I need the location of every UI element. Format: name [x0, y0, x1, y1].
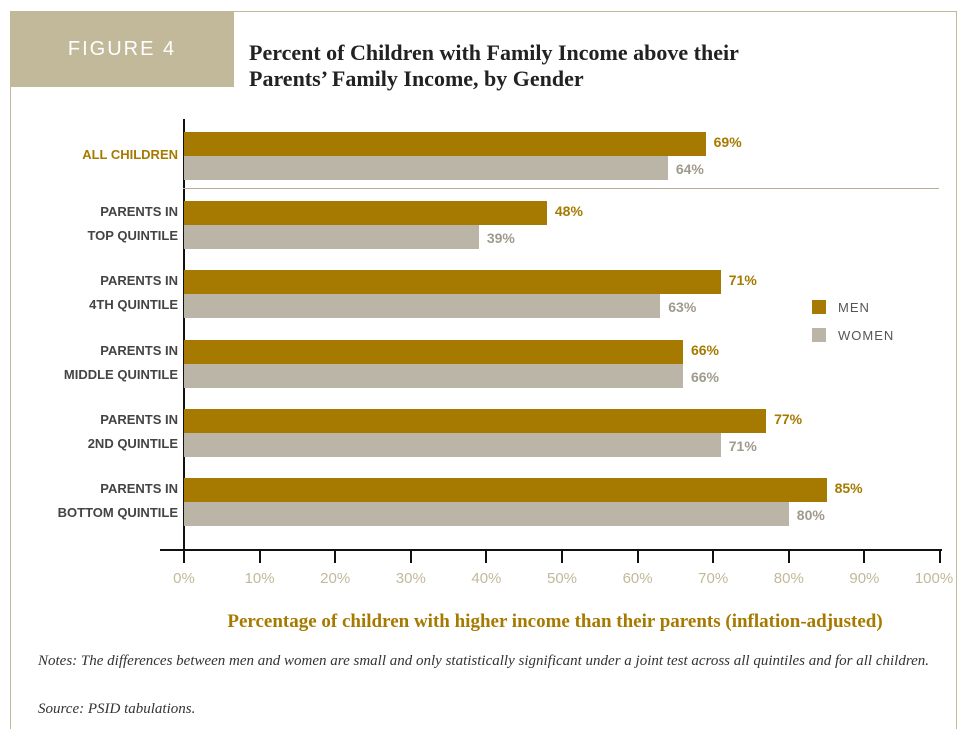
chart-title: Percent of Children with Family Income a… — [249, 40, 949, 92]
category-label-5: PARENTS IN BOTTOM QUINTILE — [0, 478, 178, 524]
value-label-men-3: 66% — [690, 342, 719, 358]
y-axis-line — [183, 119, 185, 549]
value-label-men-5: 85% — [834, 480, 863, 496]
x-tick-label-9: 90% — [849, 570, 880, 587]
category-label-1: PARENTS IN TOP QUINTILE — [0, 201, 178, 247]
value-label-men-4: 77% — [774, 411, 803, 427]
category-label-3-line-1: MIDDLE QUINTILE — [63, 367, 178, 382]
x-tick-10 — [939, 549, 941, 563]
x-tick-label-1: 10% — [244, 570, 275, 587]
x-tick-9 — [863, 549, 866, 563]
bar-men-5 — [184, 478, 827, 502]
legend-swatch-men — [812, 300, 826, 314]
bar-men-3 — [184, 340, 683, 364]
x-tick-label-7: 70% — [698, 570, 729, 587]
bar-men-2 — [184, 270, 721, 294]
x-tick-label-5: 50% — [546, 570, 578, 587]
value-label-women-5: 80% — [796, 507, 825, 523]
x-tick-label-8: 80% — [773, 570, 804, 587]
legend-swatch-women — [812, 328, 826, 342]
x-tick-label-4: 40% — [471, 570, 502, 587]
category-label-1-line-0: PARENTS IN — [100, 204, 178, 219]
x-tick-8 — [787, 549, 790, 563]
bar-women-3 — [184, 364, 683, 388]
x-tick-label-2: 20% — [320, 570, 351, 587]
bar-men-4 — [184, 409, 767, 433]
bar-women-5 — [184, 502, 789, 526]
value-label-women-2: 63% — [668, 299, 697, 315]
category-label-5-line-1: BOTTOM QUINTILE — [57, 505, 178, 520]
category-label-1-line-1: TOP QUINTILE — [87, 228, 178, 243]
x-tick-label-10: 100% — [914, 570, 954, 587]
bar-men-0 — [184, 132, 706, 156]
source-text: Source: PSID tabulations. — [38, 701, 196, 717]
x-tick-4 — [485, 549, 488, 563]
value-label-men-1: 48% — [554, 203, 583, 219]
category-label-2-line-0: PARENTS IN — [100, 273, 178, 288]
x-tick-5 — [561, 549, 563, 563]
category-label-2: PARENTS IN 4TH QUINTILE — [0, 270, 178, 316]
bar-women-4 — [184, 433, 721, 457]
category-label-4-line-0: PARENTS IN — [100, 412, 178, 427]
x-tick-label-0: 0% — [173, 570, 195, 587]
x-tick-6 — [636, 549, 639, 563]
bar-women-2 — [184, 294, 661, 318]
x-tick-0 — [183, 549, 185, 563]
figure-frame — [10, 11, 957, 729]
bar-women-0 — [184, 156, 668, 180]
notes-text: Notes: The differences between men and w… — [38, 653, 930, 669]
category-label-3-line-0: PARENTS IN — [100, 343, 178, 358]
x-tick-1 — [258, 549, 261, 563]
all-children-separator — [183, 188, 939, 189]
x-axis-line — [160, 549, 942, 551]
x-axis-title: Percentage of children with higher incom… — [227, 611, 883, 632]
x-tick-3 — [409, 549, 412, 563]
category-label-5-line-0: PARENTS IN — [100, 481, 178, 496]
value-label-women-0: 64% — [675, 161, 704, 177]
legend-label-men: MEN — [838, 300, 870, 315]
bar-women-1 — [184, 225, 479, 249]
figure-label: FIGURE 4 — [10, 11, 234, 87]
category-label-2-line-1: 4TH QUINTILE — [89, 297, 178, 312]
value-label-women-3: 66% — [690, 369, 719, 385]
x-tick-label-3: 30% — [395, 570, 426, 587]
category-label-3: PARENTS IN MIDDLE QUINTILE — [0, 340, 178, 386]
value-label-men-2: 71% — [728, 272, 757, 288]
chart-title-line-2: Parents’ Family Income, by Gender — [249, 66, 584, 91]
bar-men-1 — [184, 201, 547, 225]
category-label-4: PARENTS IN 2ND QUINTILE — [0, 409, 178, 455]
x-tick-7 — [712, 549, 715, 563]
value-label-men-0: 69% — [713, 134, 742, 150]
value-label-women-4: 71% — [728, 438, 757, 454]
category-label-0-line-0: ALL CHILDREN — [82, 147, 178, 162]
value-label-women-1: 39% — [486, 230, 515, 246]
category-label-4-line-1: 2ND QUINTILE — [87, 436, 178, 451]
chart-title-line-1: Percent of Children with Family Income a… — [249, 40, 739, 65]
legend-label-women: WOMEN — [838, 328, 895, 343]
category-label-0: ALL CHILDREN — [0, 144, 178, 166]
x-tick-label-6: 60% — [622, 570, 653, 587]
x-tick-2 — [334, 549, 337, 563]
